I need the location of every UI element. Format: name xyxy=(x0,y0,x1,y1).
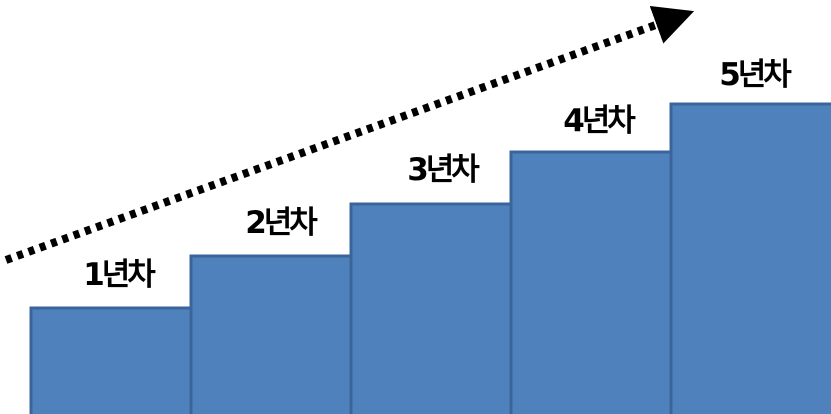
steps: 1년차 2년차 3년차 4년차 5년차 xyxy=(29,57,831,414)
step-bar-5 xyxy=(669,102,831,414)
step-bar-2 xyxy=(189,254,353,414)
step-label-3: 3년차 xyxy=(407,152,480,188)
step-bar-1 xyxy=(29,306,193,414)
step-label-1: 1년차 xyxy=(83,257,156,293)
step-label-2: 2년차 xyxy=(245,205,318,241)
step-bar-3 xyxy=(349,202,513,414)
step-bar-4 xyxy=(509,150,673,414)
trend-arrow-icon xyxy=(4,5,695,264)
step-label-5: 5년차 xyxy=(719,57,792,93)
step-label-4: 4년차 xyxy=(563,103,636,139)
